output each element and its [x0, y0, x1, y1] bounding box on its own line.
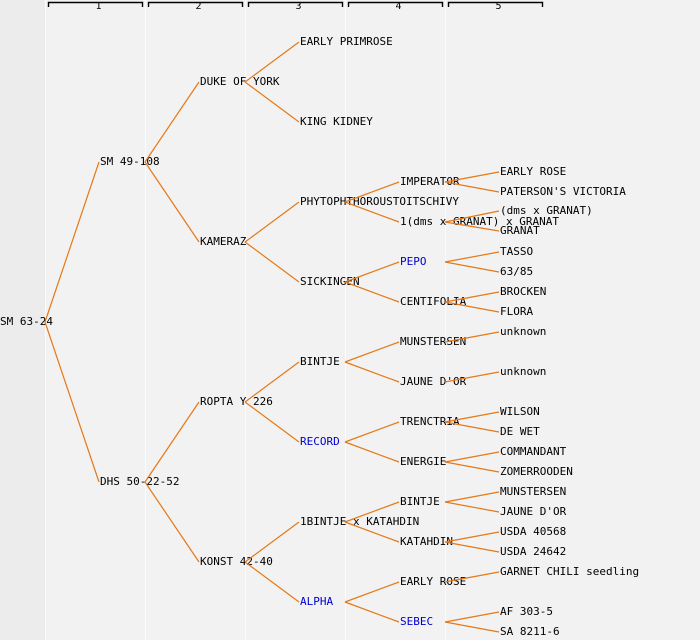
- generation-number: 4: [395, 1, 402, 12]
- pedigree-edge: [344, 441, 400, 463]
- pedigree-node-label: BROCKEN: [500, 285, 547, 298]
- pedigree-node-label: MUNSTERSEN: [400, 335, 467, 348]
- pedigree-edge: [244, 241, 300, 283]
- pedigree-node-label: USDA 24642: [500, 545, 567, 558]
- pedigree-node-label: ENERGIE: [400, 455, 447, 468]
- pedigree-node-label: JAUNE D'OR: [500, 505, 567, 518]
- generation-number: 1: [95, 1, 102, 12]
- pedigree-node-label: EARLY ROSE: [400, 575, 467, 588]
- pedigree-node-label: BINTJE: [400, 495, 440, 508]
- pedigree-node-label: SICKINGEN: [300, 275, 360, 288]
- pedigree-node-link[interactable]: SEBEC: [400, 615, 434, 628]
- pedigree-node-label: KAMERAZ: [200, 235, 247, 248]
- pedigree-node-label: DHS 50-22-52: [100, 475, 180, 488]
- generation-number: 3: [295, 1, 302, 12]
- pedigree-edge: [244, 81, 300, 123]
- pedigree-node-label: BINTJE: [300, 355, 340, 368]
- pedigree-node-label: (dms x GRANAT): [500, 204, 593, 217]
- column-gridline: [245, 0, 246, 640]
- pedigree-node-label: DUKE OF YORK: [200, 75, 280, 88]
- pedigree-node-link[interactable]: PEPO: [400, 255, 427, 268]
- pedigree-node-label: ROPTA Y 226: [200, 395, 273, 408]
- pedigree-edge: [244, 401, 300, 443]
- pedigree-node-label: SM 49-108: [100, 155, 160, 168]
- pedigree-edge: [344, 341, 400, 363]
- pedigree-edge: [144, 401, 200, 483]
- pedigree-edge: [344, 581, 400, 603]
- pedigree-node-label: AF 303-5: [500, 605, 553, 618]
- pedigree-node-label: EARLY PRIMROSE: [300, 35, 393, 48]
- pedigree-node-label: MUNSTERSEN: [500, 485, 567, 498]
- pedigree-edge: [244, 561, 300, 603]
- pedigree-edge: [144, 481, 200, 563]
- generation-number: 5: [495, 1, 502, 12]
- pedigree-edge: [144, 81, 200, 163]
- generation-number: 2: [195, 1, 202, 12]
- pedigree-edge: [44, 321, 100, 483]
- pedigree-edge: [444, 461, 500, 473]
- pedigree-edge: [344, 601, 400, 623]
- pedigree-node-label: 1BINTJE x KATAHDIN: [300, 515, 420, 528]
- pedigree-edge: [444, 501, 500, 513]
- left-margin-band: [0, 0, 45, 640]
- pedigree-edge: [444, 491, 500, 503]
- pedigree-node-label: GRANAT: [500, 224, 540, 237]
- pedigree-edge: [444, 261, 500, 273]
- pedigree-node-label: SM 63-24: [0, 315, 53, 328]
- pedigree-node-label: PHYTOPHTHOROUSTOITSCHIVY: [300, 195, 459, 208]
- pedigree-node-link[interactable]: ALPHA: [300, 595, 334, 608]
- pedigree-node-label: ZOMERROODEN: [500, 465, 573, 478]
- pedigree-edge: [444, 251, 500, 263]
- pedigree-edge: [444, 541, 500, 553]
- pedigree-node-label: EARLY ROSE: [500, 165, 567, 178]
- pedigree-node-label: IMPERATOR: [400, 175, 460, 188]
- pedigree-node-label: JAUNE D'OR: [400, 375, 467, 388]
- pedigree-edge: [344, 361, 400, 383]
- pedigree-edge: [444, 611, 500, 623]
- pedigree-node-label: SA 8211-6: [500, 625, 560, 638]
- column-gridline: [445, 0, 446, 640]
- pedigree-node-label: KATAHDIN: [400, 535, 453, 548]
- pedigree-node-label: unknown: [500, 325, 547, 338]
- pedigree-edge: [244, 201, 300, 243]
- pedigree-edge: [444, 621, 500, 633]
- pedigree-node-label: TASSO: [500, 245, 534, 258]
- pedigree-edge: [44, 161, 100, 323]
- column-gridline: [145, 0, 146, 640]
- pedigree-node-label: unknown: [500, 365, 547, 378]
- pedigree-node-label: COMMANDANT: [500, 445, 567, 458]
- pedigree-node-label: USDA 40568: [500, 525, 567, 538]
- pedigree-node-label: 63/85: [500, 265, 534, 278]
- pedigree-node-label: WILSON: [500, 405, 540, 418]
- pedigree-node-label: CENTIFOLIA: [400, 295, 467, 308]
- pedigree-node-label: KING KIDNEY: [300, 115, 373, 128]
- pedigree-edge: [144, 161, 200, 243]
- pedigree-node-label: TRENCTRIA: [400, 415, 460, 428]
- column-gridline: [345, 0, 346, 640]
- pedigree-edge: [444, 531, 500, 543]
- pedigree-node-label: PATERSON'S VICTORIA: [500, 185, 626, 198]
- pedigree-node-label: DE WET: [500, 425, 540, 438]
- pedigree-node-link[interactable]: RECORD: [300, 435, 340, 448]
- pedigree-node-label: FLORA: [500, 305, 534, 318]
- pedigree-node-label: GARNET CHILI seedling: [500, 565, 640, 578]
- pedigree-node-label: KONST 42-40: [200, 555, 273, 568]
- pedigree-edge: [444, 451, 500, 463]
- pedigree-edge: [344, 421, 400, 443]
